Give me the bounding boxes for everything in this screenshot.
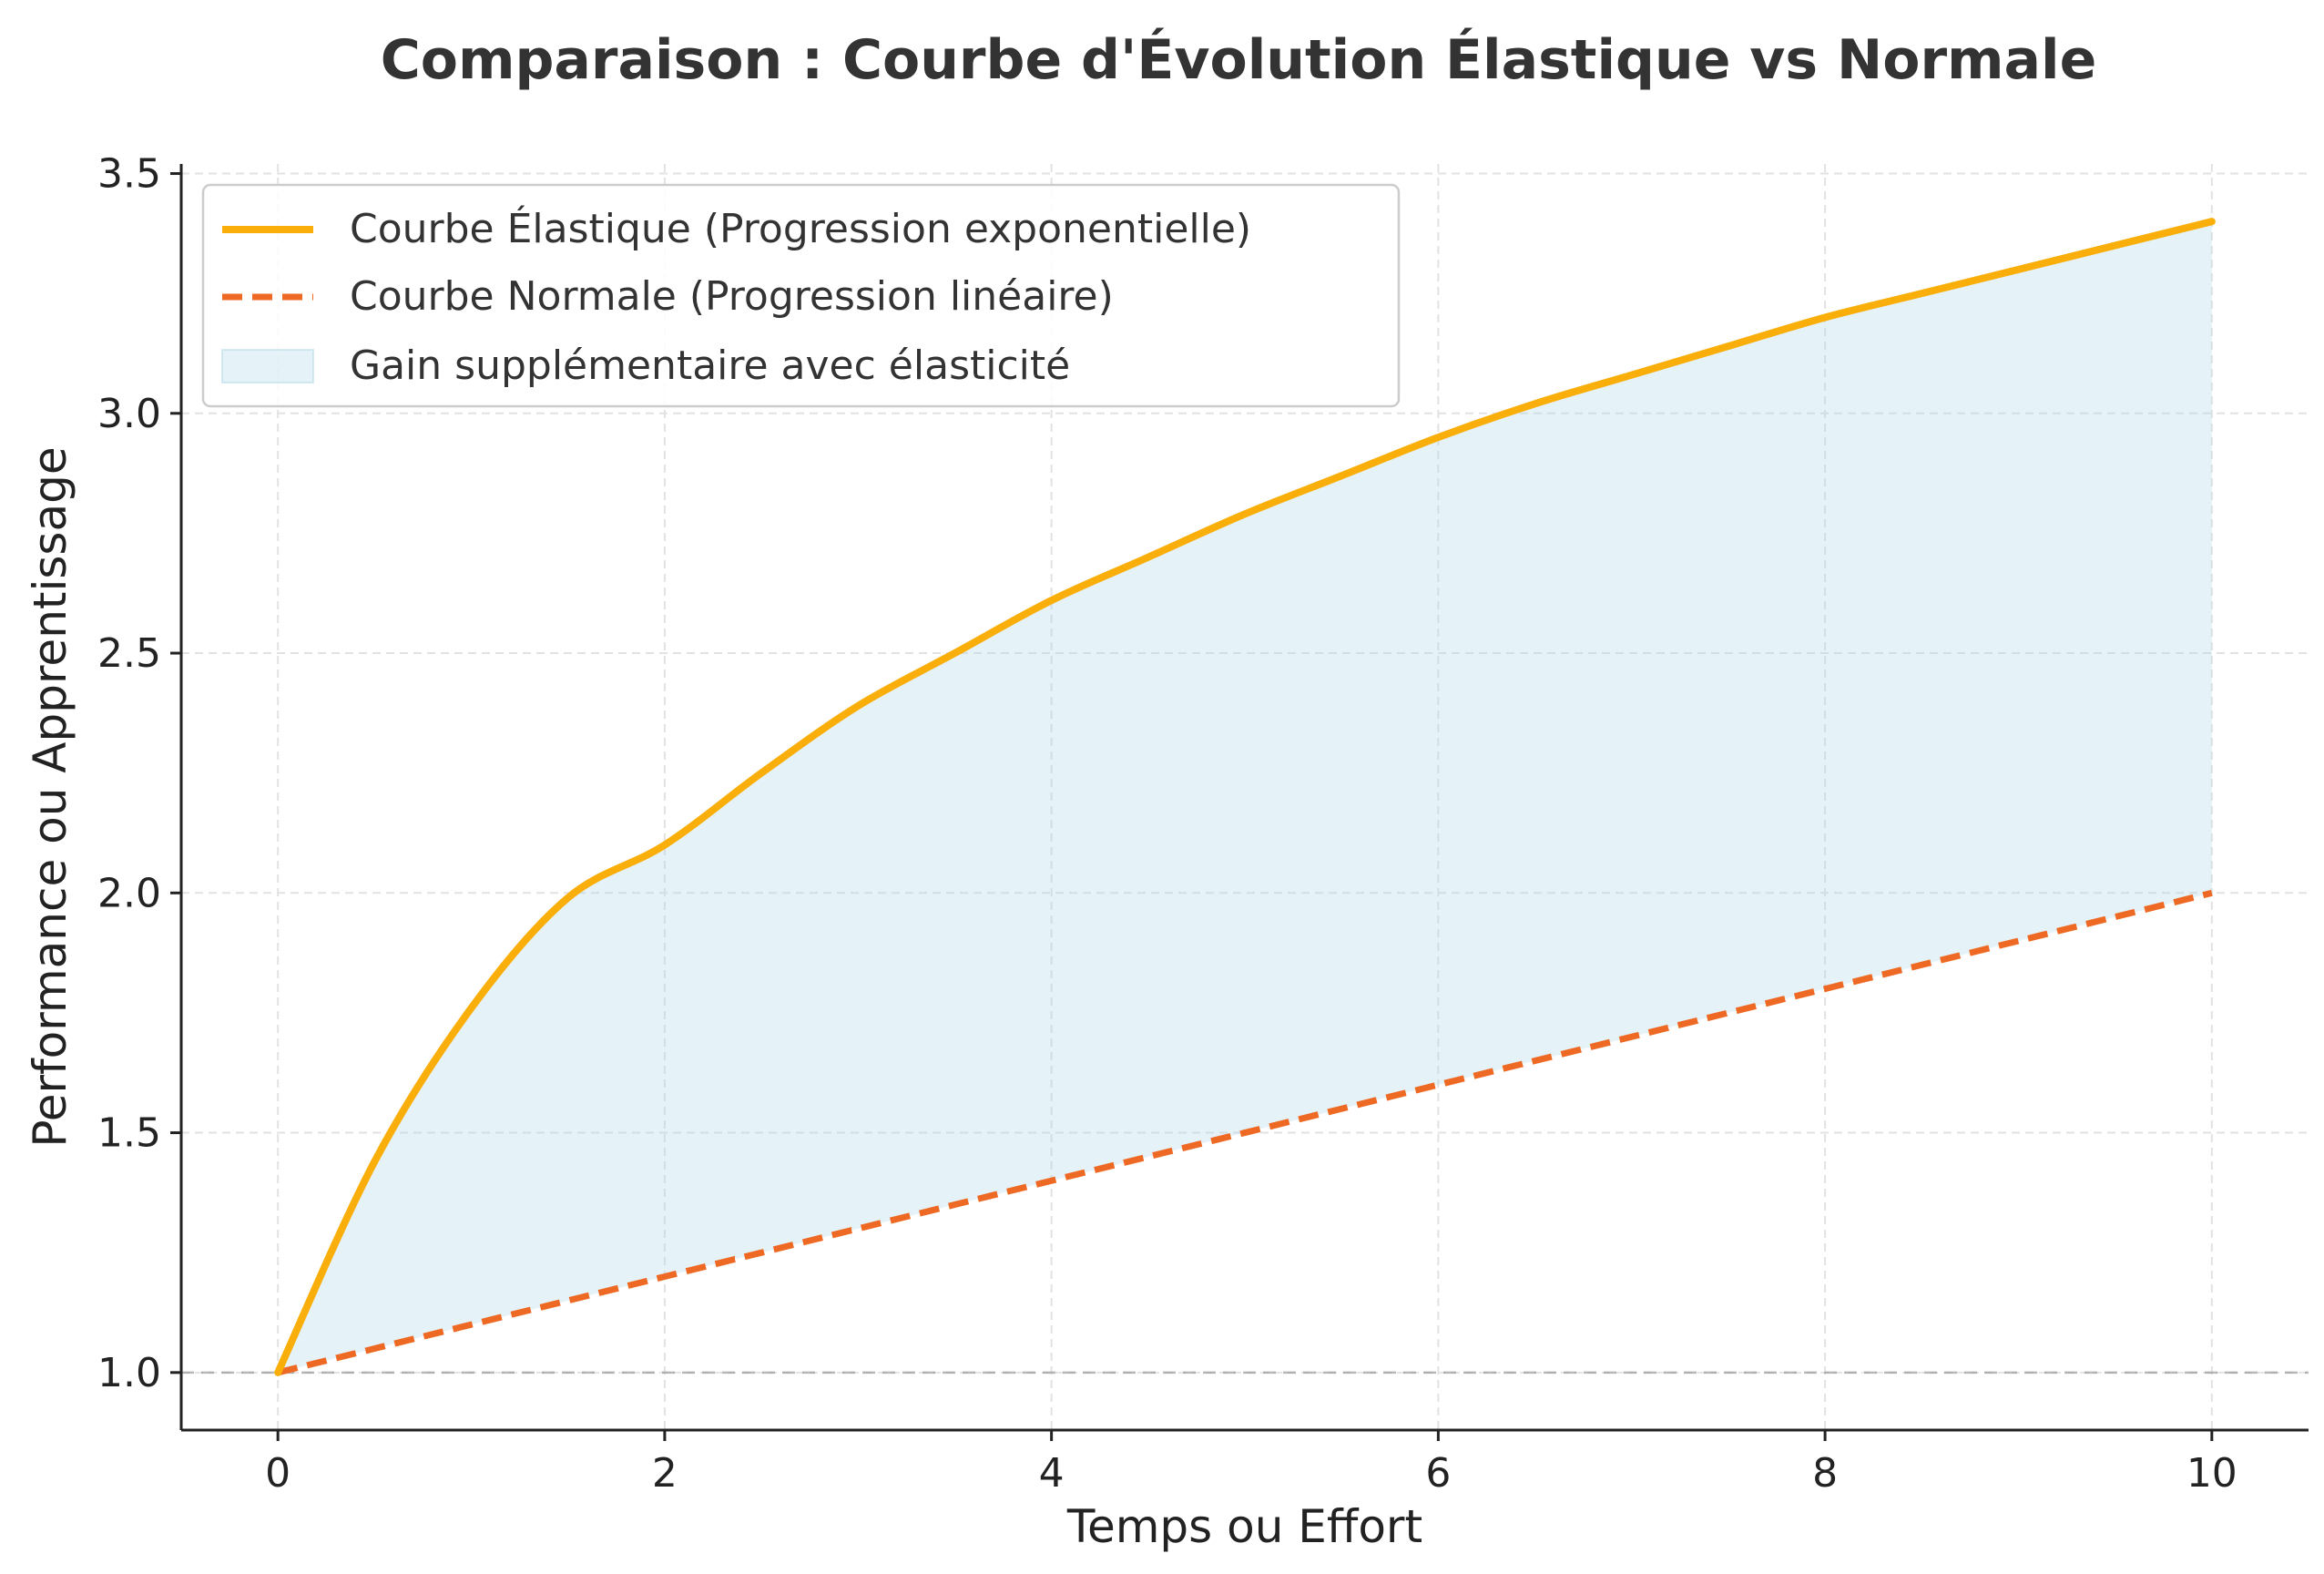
legend-swatch-gain [221,349,314,383]
legend-label-normal: Courbe Normale (Progression linéaire) [350,273,1114,320]
x-tick-label-0: 0 [265,1450,290,1497]
y-axis-label: Performance ou Apprentissage [24,446,76,1147]
y-tick-label-5: 3.5 [97,151,161,198]
x-tick-label-2: 4 [1039,1450,1065,1497]
y-tick-label-3: 2.5 [97,630,161,677]
series-line-elastic [274,218,2216,1376]
gain-fill-area [278,221,2212,1373]
legend-label-gain: Gain supplémentaire avec élasticité [350,342,1070,389]
plot-area [181,164,2309,1430]
chart-title: Comparaison : Courbe d'Évolution Élastiq… [381,26,2097,92]
y-ticks: 1.0 1.5 2.0 2.5 3.0 3.5 [97,151,181,1396]
x-ticks: 0 2 4 6 8 10 [265,1430,2237,1497]
series-line-normal [277,889,2213,1376]
legend-label-elastic: Courbe Élastique (Progression exponentie… [350,204,1251,252]
y-tick-label-2: 2.0 [97,870,161,916]
y-tick-label-0: 1.0 [97,1350,161,1396]
y-tick-label-1: 1.5 [97,1110,161,1157]
legend: Courbe Élastique (Progression exponentie… [201,183,1401,408]
x-axis-label: Temps ou Effort [1066,1500,1422,1553]
legend-frame [201,183,1401,408]
x-tick-label-4: 8 [1812,1450,1838,1497]
axes: 0 2 4 6 8 10 1.0 1.5 2.0 2.5 3.0 3.5 [97,151,2309,1497]
x-tick-label-1: 2 [652,1450,678,1497]
y-tick-label-4: 3.0 [97,391,161,437]
x-tick-label-3: 6 [1425,1450,1451,1497]
x-tick-label-5: 10 [2186,1450,2237,1497]
